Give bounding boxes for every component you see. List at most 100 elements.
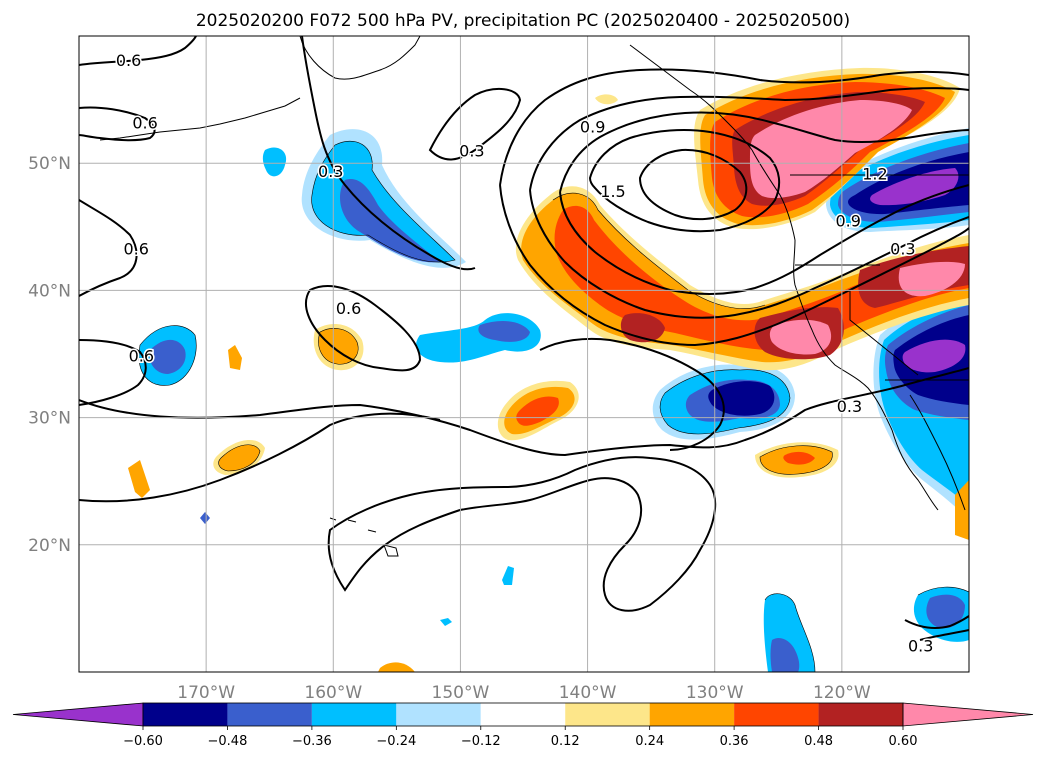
map-title: 2025020200 F072 500 hPa PV, precipitatio… bbox=[196, 11, 850, 31]
pv-contour bbox=[529, 189, 969, 319]
negative-blob-175w-35n bbox=[149, 339, 186, 374]
longitude-tick-label: 170°W bbox=[177, 683, 235, 703]
colorbar-tick-label: −0.48 bbox=[208, 734, 248, 749]
longitude-labels: 170°W 160°W 150°W 140°W 130°W 120°W bbox=[177, 683, 871, 703]
latitude-tick-label: 40°N bbox=[28, 281, 71, 301]
outline bbox=[318, 328, 359, 365]
latitude-tick-label: 20°N bbox=[28, 536, 71, 556]
pv-contours bbox=[79, 36, 969, 641]
colorbar-segment bbox=[649, 703, 735, 726]
colorbar-tick-label: −0.36 bbox=[292, 734, 332, 749]
positive-blob-168w-35n bbox=[228, 345, 242, 370]
pv-contour bbox=[904, 615, 969, 629]
pv-contour bbox=[559, 111, 969, 193]
positive-blob-141w-55n bbox=[595, 94, 618, 105]
contour-labels: 0.6 0.6 0.6 0.3 0.3 0.6 0.6 0.9 1.5 1.2 0.9 0.3 0.3 0… bbox=[114, 50, 935, 657]
positive-blob-175w-26n bbox=[128, 460, 150, 498]
negative-blob-124w-15n bbox=[770, 638, 800, 672]
shading-outlines bbox=[138, 140, 969, 672]
outline bbox=[138, 325, 197, 386]
pv-contour bbox=[79, 339, 147, 406]
outline bbox=[917, 586, 969, 596]
colorbar-tick-label: 0.36 bbox=[720, 734, 749, 749]
colorbar-segment bbox=[565, 703, 650, 726]
aleutian-islands bbox=[99, 97, 301, 141]
colorbar-segment bbox=[480, 703, 566, 726]
latitude-tick-label: 30°N bbox=[28, 409, 71, 429]
pv-contour bbox=[301, 36, 476, 271]
longitude-tick-label: 130°W bbox=[686, 683, 744, 703]
pv-contour bbox=[499, 68, 969, 186]
outline bbox=[218, 444, 261, 472]
colorbar-frame bbox=[142, 702, 904, 727]
colorbar-segment bbox=[311, 703, 397, 726]
pv-contour bbox=[79, 36, 197, 66]
longitude-tick-label: 150°W bbox=[432, 683, 490, 703]
latitude-labels: 20°N 30°N 40°N 50°N bbox=[28, 154, 71, 556]
colorbar-segment bbox=[734, 703, 819, 726]
baja-california bbox=[891, 429, 939, 511]
map-panel: 0.6 0.6 0.6 0.3 0.3 0.6 0.6 0.9 1.5 1.2 0.9 0.3 0.3 0… bbox=[28, 35, 970, 703]
pv-contour-label: 0.3 bbox=[837, 397, 862, 416]
pv-contour bbox=[919, 629, 969, 641]
colorbar-tick-label: 0.12 bbox=[551, 734, 580, 749]
pv-contour-label: 0.6 bbox=[129, 346, 154, 365]
pv-contour-label: 0.6 bbox=[132, 113, 157, 132]
us-west-coast bbox=[793, 239, 893, 431]
pv-contour-label: 0.9 bbox=[580, 117, 605, 136]
outline bbox=[552, 192, 766, 309]
pv-contour-label: 0.3 bbox=[459, 141, 484, 160]
california-nevada-border bbox=[849, 290, 919, 376]
outline bbox=[764, 593, 816, 672]
colorbar-segment bbox=[143, 703, 228, 726]
longitude-tick-label: 120°W bbox=[813, 683, 871, 703]
graticule bbox=[79, 36, 969, 672]
positive-blob-158w-35n bbox=[318, 328, 359, 365]
longitude-tick-label: 140°W bbox=[559, 683, 617, 703]
pv-contour bbox=[79, 106, 156, 142]
alaska-coast bbox=[299, 36, 421, 80]
pv-contour bbox=[499, 184, 969, 347]
positive-band-140w-40n bbox=[898, 261, 965, 297]
pv-contour-label: 0.6 bbox=[116, 51, 141, 70]
negative-blob-160w-50n bbox=[340, 179, 440, 263]
pv-contour-label: 0.3 bbox=[318, 162, 343, 181]
pv-contour bbox=[305, 285, 422, 372]
colorbar-tick-label: 0.60 bbox=[889, 734, 918, 749]
pv-contour bbox=[79, 412, 441, 503]
pv-contour bbox=[529, 87, 969, 191]
pv-contour-label: 0.3 bbox=[890, 239, 915, 258]
pv-contour bbox=[79, 367, 969, 457]
colorbar: −0.60 −0.48 −0.36 −0.24 −0.12 0.12 0.24 0.36 0.4… bbox=[12, 702, 1034, 749]
negative-blob-160w-50n bbox=[311, 141, 455, 263]
pv-contour-label: 0.6 bbox=[123, 239, 148, 258]
outline bbox=[659, 369, 791, 435]
outline bbox=[759, 445, 833, 475]
colorbar-tick-label: −0.60 bbox=[123, 734, 163, 749]
positive-blob-110w-22n bbox=[955, 480, 969, 540]
pv-contour bbox=[327, 456, 717, 612]
positive-blob-125w-52n bbox=[750, 100, 912, 199]
outline bbox=[311, 140, 456, 263]
alaska-gulf-coast bbox=[629, 44, 753, 151]
colorbar-segment bbox=[227, 703, 312, 726]
map-frame bbox=[78, 35, 970, 673]
pv-contour bbox=[588, 129, 781, 233]
colorbar-tick-label: −0.12 bbox=[461, 734, 501, 749]
colorbar-extend-low bbox=[12, 702, 144, 727]
positive-band-140w-40n bbox=[769, 319, 832, 355]
negative-blob-170w-22n bbox=[200, 512, 210, 524]
colorbar-segment bbox=[396, 703, 481, 726]
positive-blob-167w-27n bbox=[218, 444, 260, 471]
colorbar-tick-label: −0.24 bbox=[376, 734, 416, 749]
negative-blob-146w-17n bbox=[502, 566, 514, 585]
negative-blob-165w-50n bbox=[262, 147, 287, 177]
mexico-coast bbox=[909, 394, 966, 511]
latitude-tick-label: 50°N bbox=[28, 154, 71, 174]
pv-contour bbox=[428, 88, 522, 161]
pv-contour-label: 0.6 bbox=[336, 299, 361, 318]
coastlines bbox=[99, 36, 969, 557]
pv-contour bbox=[559, 184, 969, 295]
pv-contour bbox=[638, 148, 748, 221]
